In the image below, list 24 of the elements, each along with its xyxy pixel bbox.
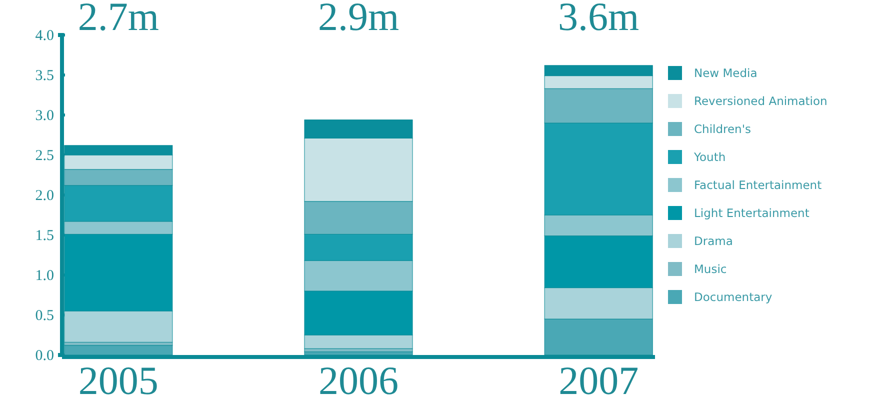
y-tick-label: 4.0 xyxy=(35,28,54,44)
legend-label: Reversioned Animation xyxy=(694,94,828,108)
total-label: 3.6m xyxy=(558,0,640,39)
legend-label: Drama xyxy=(694,234,733,248)
legend-label: Children's xyxy=(694,122,752,136)
legend-label: Documentary xyxy=(694,290,772,304)
x-tick-label: 2007 xyxy=(558,358,639,403)
legend-label: Factual Entertainment xyxy=(694,178,822,192)
y-tick-label: 0.0 xyxy=(35,348,54,364)
y-tick-label: 3.5 xyxy=(35,68,54,84)
legend-label: Music xyxy=(694,262,727,276)
y-tick-label: 2.5 xyxy=(35,148,54,164)
x-tick-label: 2005 xyxy=(78,358,158,403)
y-tick-label: 3.0 xyxy=(35,108,54,124)
legend-label: Youth xyxy=(693,150,726,164)
total-label: 2.9m xyxy=(318,0,400,39)
y-tick-label: 0.5 xyxy=(35,308,54,324)
y-tick-label: 2.0 xyxy=(35,188,54,204)
y-tick-label: 1.5 xyxy=(35,228,54,244)
x-tick-label: 2006 xyxy=(318,358,398,403)
legend-label: New Media xyxy=(694,66,758,80)
y-tick-label: 1.0 xyxy=(35,268,54,284)
total-label: 2.7m xyxy=(78,0,159,39)
legend-label: Light Entertainment xyxy=(694,206,810,220)
